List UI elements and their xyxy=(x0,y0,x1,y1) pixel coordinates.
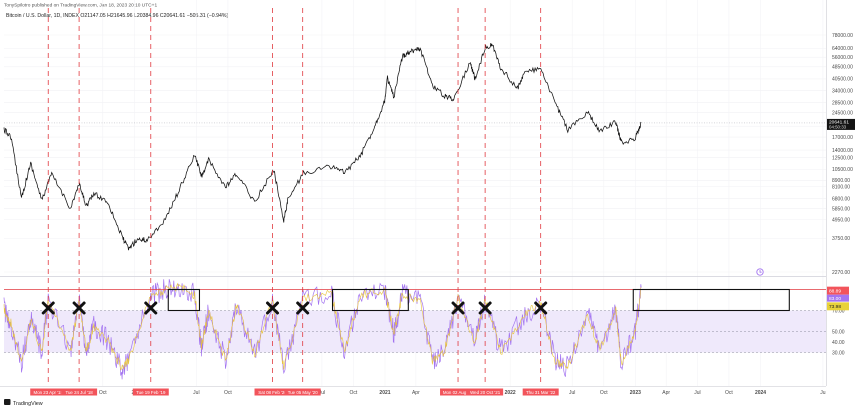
price-tick-label: 8900.00 xyxy=(832,178,850,184)
date-tag-label: Wed 20 Oct '21 xyxy=(470,390,501,395)
date-tag xyxy=(254,388,291,396)
price-tick-label: 78000.00 xyxy=(832,33,853,39)
time-tick-label: Jul xyxy=(193,390,199,396)
price-tick-label: 3750.00 xyxy=(832,236,850,242)
cross-marker xyxy=(478,301,492,315)
alert-clock-hands xyxy=(759,270,762,273)
date-tag xyxy=(522,388,559,396)
time-tick-label: 2023 xyxy=(630,390,641,396)
event-line-layer xyxy=(47,8,542,386)
price-series-layer xyxy=(3,43,642,251)
price-tick-label: 24500.00 xyxy=(832,110,853,116)
date-tag-label: Tue 19 Feb '19 xyxy=(136,390,166,395)
cross-marker xyxy=(266,301,280,315)
rsi-ma-badge xyxy=(827,302,849,311)
overbought-box xyxy=(167,288,201,312)
time-tick-label: Oct xyxy=(224,390,232,396)
rsi-current-label: 83.00 xyxy=(829,296,841,302)
time-tick-label: Jul xyxy=(319,390,325,396)
cross-marker xyxy=(296,301,310,315)
price-tick-label: 28500.00 xyxy=(832,100,853,106)
symbol-line: Bitcoin / U.S. Dollar, 1D, INDEX O21147.… xyxy=(6,13,229,19)
cross-marker xyxy=(534,301,548,315)
author-line: TonySpilotro published on TradingView.co… xyxy=(4,3,157,9)
date-tag xyxy=(61,388,98,396)
date-tag-layer: Mon 23 Apr '18 Tue 24 Jul '18 Tue 19 Feb '… xyxy=(30,388,559,396)
rsi-current-badge xyxy=(827,294,849,302)
date-tag-label: Tue 24 Jul '18 xyxy=(65,390,93,395)
time-tick-label: 2022 xyxy=(505,390,516,396)
tradingview-logo-text: TradingView xyxy=(13,401,43,407)
box-annotation-layer xyxy=(4,288,826,312)
price-tick-label: 40500.00 xyxy=(832,77,853,83)
rsi-tick-label: 70.00 xyxy=(832,308,845,314)
overbought-box xyxy=(632,288,790,312)
price-tick-label: 64000.00 xyxy=(832,46,853,52)
date-tag xyxy=(467,388,504,396)
date-tag xyxy=(440,388,477,396)
tradingview-logo-icon xyxy=(4,399,11,405)
rsi-band-layer xyxy=(4,310,826,353)
time-tick-label: Oct xyxy=(350,390,358,396)
time-tick-label: Oct xyxy=(99,390,107,396)
time-tick-label: 2021 xyxy=(379,390,390,396)
rsi-ma-label: 73.98 xyxy=(829,304,841,310)
price-tick-label: 12500.00 xyxy=(832,155,853,161)
current-countdown-label: 04:50:33 xyxy=(829,124,847,129)
price-tick-label: 17000.00 xyxy=(832,135,853,141)
time-tick-label: Apr xyxy=(412,390,420,396)
date-tag xyxy=(132,388,169,396)
price-tick-label: 4950.00 xyxy=(832,218,850,224)
rsi-tick-label: 30.00 xyxy=(832,350,845,356)
date-tag-label: Mon 23 Apr '18 xyxy=(34,390,64,395)
rsi-tick-label: 50.00 xyxy=(832,329,845,335)
date-tag-label: Thu 31 Mar '22 xyxy=(526,390,556,395)
rsi-ma-line xyxy=(3,282,642,371)
alert-clock-icon[interactable] xyxy=(756,268,764,276)
price-tick-label: 48500.00 xyxy=(832,65,853,71)
time-tick-label: 2024 xyxy=(755,390,766,396)
time-tick-label: Jul xyxy=(569,390,575,396)
price-tick-label: 5850.00 xyxy=(832,206,850,212)
axis-layer: 78000.00 64000.00 56000.00 48500.00 40500.00… xyxy=(4,33,855,396)
price-tick-label: 10500.00 xyxy=(832,167,853,173)
grid-layer xyxy=(4,0,826,386)
marker-layer xyxy=(41,301,548,315)
cross-marker xyxy=(451,301,465,315)
time-tick-label: Apr xyxy=(662,390,670,396)
cross-marker xyxy=(72,301,86,315)
rsi-tick-label: 40.00 xyxy=(832,340,845,346)
current-price-label: 20641.61 xyxy=(829,119,849,125)
price-tick-label: 2270.00 xyxy=(832,270,850,276)
current-price-badge xyxy=(827,118,855,130)
time-tick-label: Jul xyxy=(694,390,700,396)
rsi-top-badge xyxy=(827,286,849,295)
date-tag-label: Sat 08 Feb '20 xyxy=(258,390,287,395)
price-tick-label: 14000.00 xyxy=(832,148,853,154)
date-tag xyxy=(30,388,67,396)
rsi-top-label: 88.89 xyxy=(829,288,841,294)
date-tag-label: Tue 05 May '20 xyxy=(288,390,319,395)
price-tick-label: 6800.00 xyxy=(832,196,850,202)
cross-marker xyxy=(41,301,55,315)
time-tick-label: Ju xyxy=(820,390,826,396)
price-tick-label: 34000.00 xyxy=(832,88,853,94)
time-tick-label: Oct xyxy=(725,390,733,396)
price-series-line xyxy=(3,43,642,251)
price-tick-label: 56000.00 xyxy=(832,55,853,61)
date-tag xyxy=(284,388,321,396)
rsi-band xyxy=(4,310,826,353)
time-tick-label: Oct xyxy=(600,390,608,396)
overbought-box xyxy=(331,288,409,312)
tradingview-logo: TradingView xyxy=(4,399,43,407)
price-tick-label: 8100.00 xyxy=(832,185,850,191)
date-tag-label: Mon 02 Aug '21 xyxy=(443,390,474,395)
cross-marker xyxy=(144,301,158,315)
